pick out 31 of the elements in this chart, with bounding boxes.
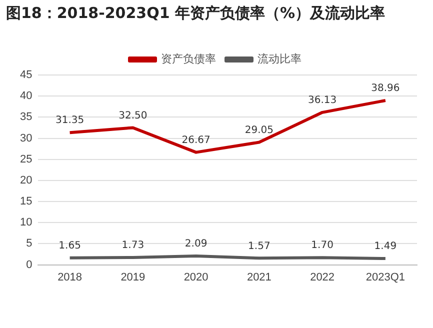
data-label: 1.73: [122, 240, 144, 252]
y-tick-label: 25: [20, 153, 32, 166]
y-tick-label: 45: [20, 69, 32, 82]
y-tick-label: 5: [26, 238, 32, 250]
data-label: 38.96: [371, 83, 400, 94]
data-label: 31.35: [55, 115, 84, 126]
data-label: 36.13: [308, 95, 337, 106]
y-tick-label: 15: [20, 196, 32, 208]
chart-title: 图18：2018-2023Q1 年资产负债率（%）及流动比率: [6, 4, 386, 23]
legend-label: 资产负债率: [161, 52, 216, 66]
legend-label: 流动比率: [258, 52, 302, 66]
y-tick-label: 20: [20, 174, 32, 186]
x-tick-label: 2020: [184, 271, 208, 284]
data-label: 1.65: [58, 240, 81, 252]
y-tick-label: 10: [20, 216, 32, 229]
data-label: 32.50: [118, 110, 148, 122]
data-label: 26.67: [182, 134, 210, 146]
y-tick-label: 35: [20, 111, 32, 124]
x-tick-label: 2021: [246, 271, 272, 284]
y-tick-label: 40: [20, 90, 32, 102]
x-tick-label: 2019: [120, 271, 146, 284]
x-tick-label: 2022: [310, 271, 335, 284]
x-tick-label: 2018: [58, 271, 82, 284]
y-tick-label: 30: [20, 132, 32, 144]
data-label: 1.49: [374, 241, 397, 252]
data-label: 2.09: [184, 238, 208, 250]
data-label: 1.57: [248, 240, 270, 252]
data-label: 29.05: [244, 124, 274, 136]
y-tick-label: 0: [26, 258, 32, 271]
x-tick-label: 2023Q1: [366, 271, 406, 284]
data-label: 1.70: [311, 240, 334, 252]
